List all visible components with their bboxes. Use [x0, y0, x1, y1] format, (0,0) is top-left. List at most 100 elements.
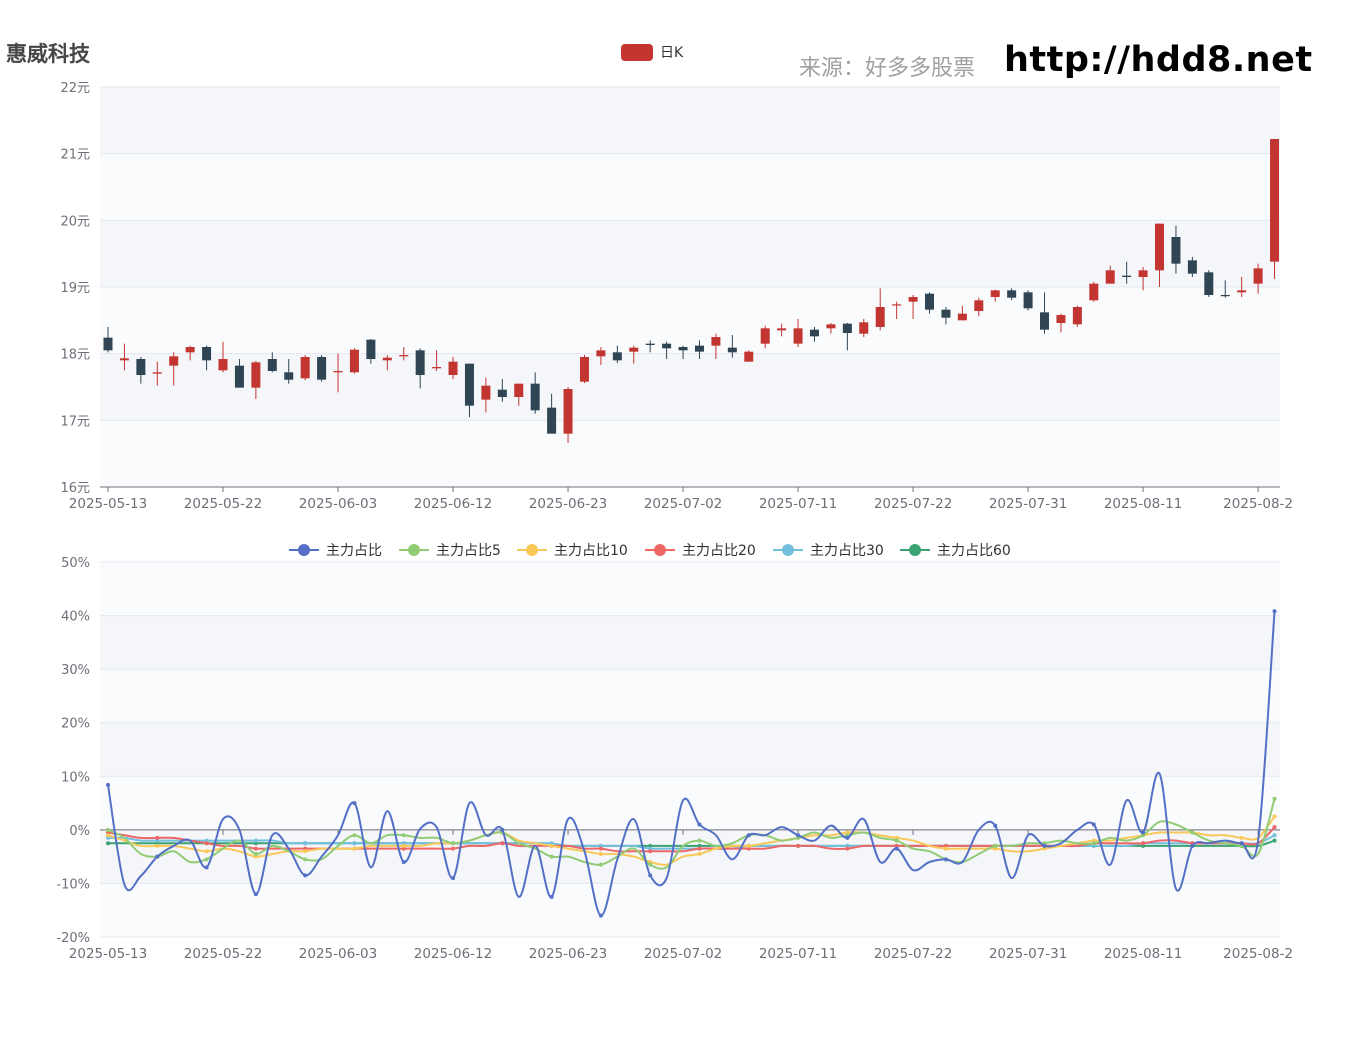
data-point	[303, 841, 308, 846]
candle	[1155, 223, 1165, 287]
data-point	[1190, 830, 1195, 835]
y-tick-label: 30%	[61, 663, 90, 678]
data-point	[1239, 835, 1244, 840]
candle	[1171, 225, 1181, 274]
candle	[464, 363, 474, 417]
data-point	[451, 841, 456, 846]
candle	[202, 345, 212, 371]
candle	[1204, 270, 1214, 297]
candle	[366, 339, 376, 364]
legend-label: 日K	[660, 45, 684, 61]
x-tick-label: 2025-07-22	[874, 496, 952, 512]
y-tick-label: 20%	[61, 717, 90, 732]
data-point	[204, 841, 209, 846]
data-point	[1141, 830, 1146, 835]
candle	[251, 361, 261, 399]
x-tick-label: 2025-05-13	[69, 946, 147, 962]
data-point	[598, 862, 603, 867]
data-point	[204, 849, 209, 854]
candle	[530, 372, 540, 414]
candle-body	[727, 347, 737, 353]
candle-body	[1270, 139, 1280, 262]
candle	[809, 327, 819, 342]
x-tick-label: 2025-07-11	[759, 496, 837, 512]
candle	[382, 355, 392, 371]
candle-body	[990, 290, 1000, 297]
candle	[645, 340, 655, 353]
candle-body	[875, 307, 885, 327]
legend-label: 主力占比	[326, 543, 382, 559]
data-point	[648, 849, 653, 854]
candle-body	[448, 361, 458, 375]
x-tick-label: 2025-07-31	[989, 946, 1067, 962]
plot-band	[100, 420, 1280, 487]
candle	[694, 340, 704, 359]
data-point	[1272, 814, 1277, 819]
candle-body	[957, 313, 967, 321]
candle-body	[317, 357, 327, 380]
candle	[793, 319, 803, 347]
legend-item: 主力占比30	[773, 543, 884, 559]
candle-body	[908, 297, 918, 302]
y-tick-label: 50%	[61, 556, 90, 571]
candle-body	[481, 385, 491, 400]
candle-body	[399, 355, 409, 357]
candle	[711, 333, 721, 359]
data-point	[1272, 796, 1277, 801]
plot-band	[100, 615, 1280, 670]
candle	[481, 377, 491, 413]
data-point	[253, 851, 258, 856]
candle-body	[563, 389, 573, 434]
data-point	[253, 838, 258, 843]
candle-body	[185, 347, 195, 353]
candle-body	[1253, 268, 1263, 284]
y-tick-label: 0%	[69, 824, 90, 839]
y-tick-label: 20元	[60, 214, 90, 229]
candle	[1122, 261, 1132, 284]
x-tick-label: 2025-06-12	[414, 946, 492, 962]
candle-body	[694, 345, 704, 352]
x-tick-label: 2025-06-03	[299, 946, 377, 962]
legend-label: 主力占比10	[554, 543, 628, 559]
candle-body	[1040, 312, 1050, 330]
plot-band	[100, 87, 1280, 154]
candle	[1138, 267, 1148, 291]
site-url[interactable]: http://hdd8.net	[1004, 40, 1313, 80]
candle-body	[1204, 272, 1214, 295]
data-point	[598, 851, 603, 856]
candle	[1040, 292, 1050, 334]
candle-body	[596, 350, 606, 357]
candle	[908, 295, 918, 319]
data-point	[106, 841, 110, 846]
candle	[448, 357, 458, 379]
data-point	[106, 782, 110, 787]
data-point	[697, 851, 702, 856]
candle	[842, 323, 852, 351]
candle	[826, 323, 836, 334]
data-point	[1042, 843, 1047, 848]
data-point	[549, 894, 554, 899]
candle	[317, 355, 327, 382]
data-point	[401, 843, 406, 848]
data-point	[648, 873, 653, 878]
candle-body	[842, 323, 852, 333]
data-point	[500, 841, 505, 846]
data-point	[697, 838, 702, 843]
plot-band	[100, 829, 1280, 884]
data-point	[845, 835, 850, 840]
candle	[1237, 277, 1247, 297]
data-point	[746, 843, 751, 848]
candle-body	[974, 300, 984, 311]
candle	[925, 292, 934, 314]
data-point	[106, 827, 110, 832]
data-point	[401, 860, 406, 864]
candle-body	[136, 359, 146, 375]
x-tick-label: 2025-05-13	[69, 496, 147, 512]
candle-body	[760, 328, 770, 344]
legend-kline: 日K	[621, 44, 684, 61]
legend-marker	[526, 544, 538, 556]
candle-body	[202, 347, 212, 361]
x-tick-label: 2025-08-2	[1223, 496, 1293, 512]
candle-body	[103, 337, 113, 351]
candle	[629, 345, 639, 364]
